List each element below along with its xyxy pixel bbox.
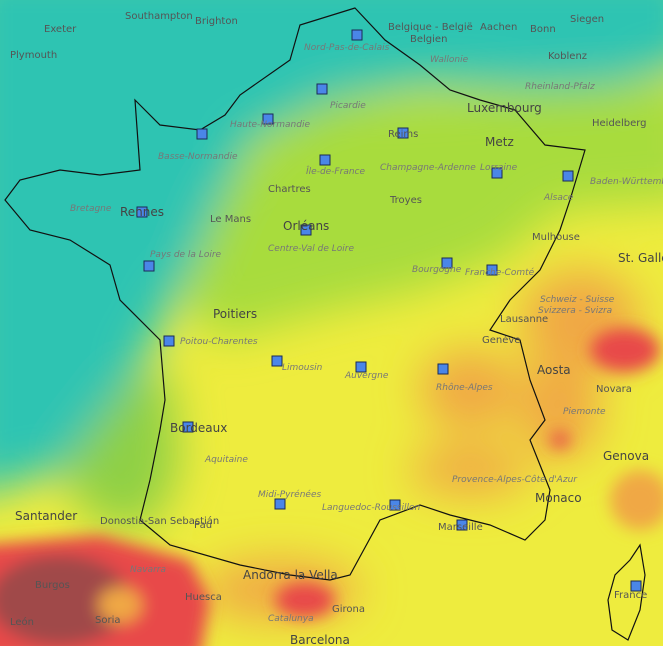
place-label: Schweiz - Suisse (540, 295, 615, 305)
place-label: Auvergne (344, 371, 389, 381)
place-label: Barcelona (290, 633, 350, 646)
place-label: Soria (95, 615, 120, 626)
place-label: Limousin (282, 363, 323, 373)
place-label: Poitiers (213, 307, 257, 321)
place-label: Lausanne (500, 314, 548, 325)
place-label: Centre-Val de Loire (268, 244, 354, 254)
corsica-outline (607, 543, 646, 641)
place-label: Santander (15, 509, 77, 523)
place-label: Île-de-France (306, 165, 365, 177)
place-label: Svizzera - Svizra (538, 306, 612, 316)
place-label: Heidelberg (592, 118, 647, 129)
place-label: Exeter (44, 24, 77, 35)
place-label: Languedoc-Roussillon (322, 503, 420, 513)
place-label: Luxembourg (467, 101, 542, 115)
place-label: Pays de la Loire (150, 250, 222, 260)
place-label: France (614, 590, 647, 601)
place-label: Franche-Comté (465, 267, 535, 278)
place-label: Picardie (330, 101, 366, 111)
place-label: Bordeaux (170, 421, 227, 435)
stations (136, 29, 642, 592)
place-label: Le Mans (210, 214, 251, 225)
place-label: Orléans (283, 219, 329, 233)
place-label: Aquitaine (204, 455, 248, 465)
place-label: Catalunya (268, 614, 314, 624)
place-label: Bonn (530, 24, 556, 35)
place-label: León (10, 616, 34, 628)
place-label: Monaco (535, 491, 582, 505)
station (300, 224, 312, 236)
place-label: Piemonte (563, 407, 606, 417)
place-label: Genève (482, 334, 520, 346)
station (271, 355, 283, 367)
place-label: St. Gallen (618, 251, 663, 265)
station (319, 154, 331, 166)
station (316, 83, 328, 95)
place-label: Novara (596, 384, 632, 395)
station (630, 580, 642, 592)
place-label: Midi-Pyrénées (258, 489, 321, 500)
place-label: Troyes (389, 195, 422, 206)
place-label: Bretagne (70, 204, 112, 214)
france-outline (4, 7, 586, 581)
place-label: Belgique - België (388, 22, 473, 33)
place-label: Huesca (185, 592, 222, 603)
place-label: Plymouth (10, 50, 57, 61)
place-label: Poitou-Charentes (180, 337, 258, 347)
place-label: Marseille (438, 522, 483, 533)
place-label: Metz (485, 135, 514, 149)
place-label: Koblenz (548, 51, 587, 62)
place-label: Rhône-Alpes (436, 382, 493, 393)
station (441, 257, 453, 269)
place-label: Rennes (120, 205, 164, 219)
place-label: Wallonie (430, 55, 469, 65)
station (351, 29, 363, 41)
place-label: Alsace (543, 193, 574, 203)
station (136, 206, 148, 218)
place-label: Southampton (125, 11, 193, 22)
labels: Southampton Brighton Exeter Plymouth Bel… (10, 11, 663, 646)
place-label: Provence-Alpes-Côte d'Azur (452, 474, 578, 485)
place-label: Andorra la Vella (243, 568, 338, 582)
place-label: Donostia-San Sebastián (100, 515, 219, 527)
station (196, 128, 208, 140)
place-label: Belgien (410, 34, 447, 45)
station (389, 499, 401, 511)
place-label: Baden-Württemberg (590, 177, 663, 187)
place-label: Brighton (195, 16, 238, 27)
place-label: Burgos (35, 580, 70, 591)
place-label: Siegen (570, 14, 604, 25)
station (143, 260, 155, 272)
station (562, 170, 574, 182)
place-label: Haute-Normandie (230, 120, 310, 130)
place-label: Champagne-Ardenne (380, 163, 476, 173)
station (456, 519, 468, 531)
place-label: Navarra (130, 565, 166, 575)
place-label: Genova (603, 449, 649, 463)
place-label: Nord-Pas-de-Calais (304, 43, 390, 53)
place-label: Pau (194, 520, 212, 531)
place-label: Mulhouse (532, 232, 580, 243)
place-label: Lorraine (480, 163, 518, 173)
place-label: Bourgogne (412, 265, 462, 275)
place-label: Chartres (268, 184, 311, 195)
place-label: Rheinland-Pfalz (525, 82, 595, 92)
station (274, 498, 286, 510)
station (437, 363, 449, 375)
place-label: Basse-Normandie (158, 152, 238, 162)
station (355, 361, 367, 373)
place-label: Reims (388, 129, 418, 140)
station (491, 167, 503, 179)
station (397, 127, 409, 139)
station (163, 335, 175, 347)
place-label: Girona (332, 604, 365, 615)
place-label: Aachen (480, 22, 517, 33)
station (182, 421, 194, 433)
station (262, 113, 274, 125)
station (486, 264, 498, 276)
place-label: Aosta (537, 363, 571, 377)
